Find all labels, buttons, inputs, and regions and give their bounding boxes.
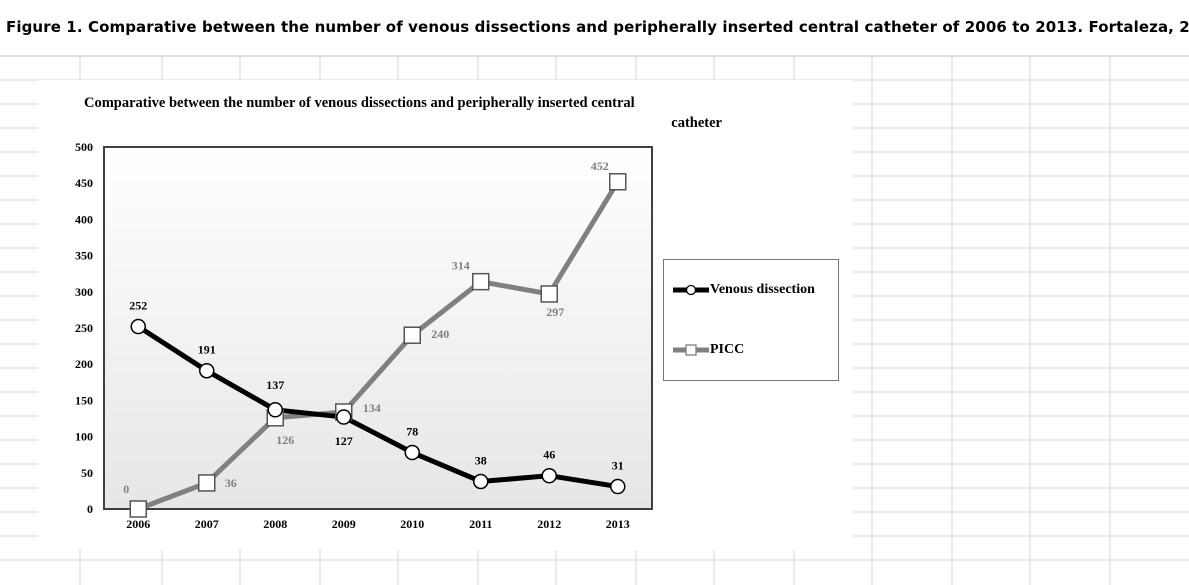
venous-dissection-point bbox=[130, 318, 146, 335]
legend-swatch-venous-dissection bbox=[673, 284, 709, 296]
venous-dissection-data-label: 78 bbox=[406, 425, 418, 439]
chart-legend: Venous dissection PICC bbox=[663, 259, 839, 381]
picc-data-label: 297 bbox=[546, 305, 564, 319]
y-tick-label: 100 bbox=[75, 430, 93, 444]
picc-data-label: 452 bbox=[591, 159, 609, 173]
legend-swatch-picc bbox=[673, 344, 709, 356]
x-tick-label: 2007 bbox=[195, 517, 219, 531]
picc-point bbox=[129, 500, 147, 518]
venous-dissection-data-label: 38 bbox=[475, 453, 487, 467]
chart-title-line-1: Comparative between the number of venous… bbox=[84, 95, 635, 111]
y-tick-label: 50 bbox=[81, 466, 93, 480]
picc-data-label: 314 bbox=[452, 259, 470, 273]
legend-label-picc: PICC bbox=[710, 342, 745, 357]
x-tick-label: 2013 bbox=[606, 517, 630, 531]
legend-item-venous-dissection: Venous dissection bbox=[672, 282, 815, 298]
x-tick-label: 2010 bbox=[400, 517, 424, 531]
picc-data-label: 0 bbox=[123, 482, 129, 496]
picc-point bbox=[403, 326, 421, 344]
y-tick-label: 300 bbox=[75, 285, 93, 299]
picc-point bbox=[198, 474, 216, 492]
venous-dissection-point bbox=[199, 362, 215, 379]
x-tick-label: 2008 bbox=[263, 517, 287, 531]
picc-data-label: 134 bbox=[363, 401, 381, 415]
y-tick-label: 350 bbox=[75, 249, 93, 263]
y-tick-label: 150 bbox=[75, 393, 93, 407]
series-line-venous-dissection bbox=[135, 324, 621, 490]
picc-point bbox=[472, 272, 490, 291]
venous-dissection-point bbox=[610, 478, 626, 495]
venous-dissection-data-label: 191 bbox=[198, 343, 216, 357]
x-tick-label: 2012 bbox=[537, 517, 561, 531]
venous-dissection-data-label: 252 bbox=[129, 299, 147, 313]
y-tick-label: 450 bbox=[75, 176, 93, 190]
venous-dissection-data-label: 127 bbox=[335, 434, 353, 448]
venous-dissection-point bbox=[336, 409, 352, 425]
picc-data-label: 240 bbox=[431, 327, 449, 341]
chart-title: Comparative between the number of venous… bbox=[84, 93, 722, 133]
venous-dissection-point bbox=[404, 444, 420, 461]
y-tick-label: 200 bbox=[75, 357, 93, 371]
x-tick-label: 2006 bbox=[126, 517, 150, 531]
x-tick-label: 2011 bbox=[469, 517, 492, 531]
series-line-picc bbox=[135, 179, 621, 512]
chart-title-line-2: catheter bbox=[671, 115, 722, 131]
venous-dissection-data-label: 46 bbox=[543, 448, 555, 462]
plot-area bbox=[103, 146, 653, 510]
picc-data-label: 36 bbox=[225, 476, 237, 490]
legend-item-picc: PICC bbox=[672, 342, 744, 358]
picc-point bbox=[609, 173, 627, 191]
y-tick-label: 0 bbox=[87, 502, 93, 516]
picc-point bbox=[540, 285, 558, 303]
venous-dissection-point bbox=[267, 402, 283, 418]
venous-dissection-point bbox=[473, 473, 489, 490]
venous-dissection-data-label: 137 bbox=[266, 378, 284, 392]
picc-data-label: 126 bbox=[276, 433, 294, 447]
y-tick-label: 400 bbox=[75, 212, 93, 226]
y-tick-label: 500 bbox=[75, 140, 93, 154]
y-tick-label: 250 bbox=[75, 321, 93, 335]
legend-label-venous-dissection: Venous dissection bbox=[710, 282, 815, 297]
venous-dissection-data-label: 31 bbox=[612, 459, 624, 473]
x-tick-label: 2009 bbox=[332, 517, 356, 531]
venous-dissection-point bbox=[541, 467, 557, 484]
figure-caption: Figure 1. Comparative between the number… bbox=[6, 18, 1189, 36]
